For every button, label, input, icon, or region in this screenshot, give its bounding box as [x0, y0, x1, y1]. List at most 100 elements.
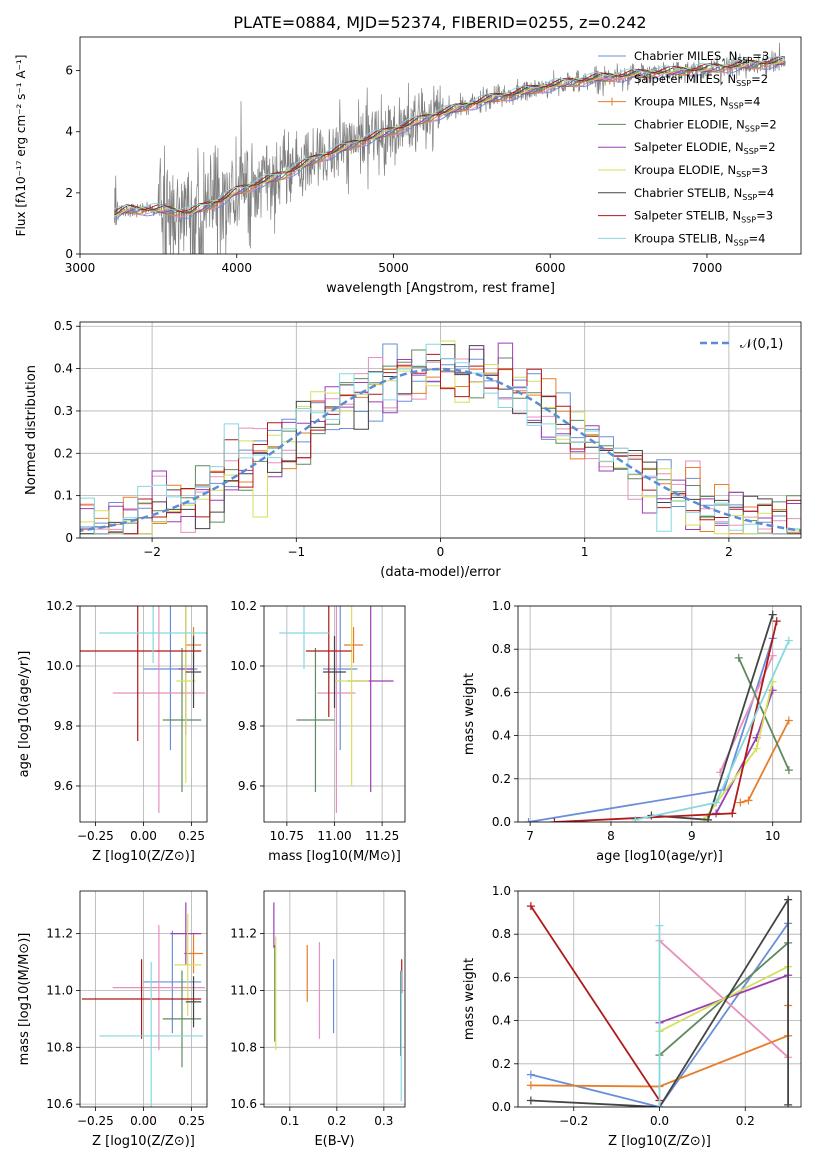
weight-marker [744, 796, 753, 805]
weight-marker [524, 818, 533, 822]
legend-subscript: SSP [741, 216, 756, 225]
y-tick-label: 10.0 [230, 659, 257, 673]
weight-marker [772, 617, 781, 626]
histograms [80, 340, 801, 535]
y-tick-label: 0.4 [492, 1014, 511, 1028]
legend-subscript: SSP [744, 147, 759, 156]
residuals-y-label: Normed distribution [24, 365, 39, 495]
weight-marker [752, 744, 761, 753]
axes-frame [263, 605, 406, 823]
x-tick-label: 7000 [692, 261, 723, 275]
residual-histogram [80, 343, 801, 535]
x-tick-label: 0.2 [327, 1114, 346, 1128]
y-tick-label: 10.2 [46, 599, 73, 613]
data-point [112, 925, 206, 1051]
weight-series [550, 617, 781, 822]
spectrum-legend: Chabrier MILES, NSSP=3 Salpeter MILES, NS… [598, 49, 777, 247]
x-tick-label: 5000 [378, 261, 409, 275]
weight_vs_age-y-label: mass weight [462, 673, 477, 755]
x-tick-label: −0.25 [77, 829, 114, 843]
weight-marker [784, 766, 793, 775]
y-tick-label: 0.0 [492, 1100, 511, 1114]
weight-marker [768, 610, 777, 619]
weight-line [530, 896, 789, 1107]
legend-value: =2 [760, 117, 777, 131]
weight-vs-metallicity-panel: −0.2 0.0 0.2 0.0 0.2 0.4 0.6 0.8 1.0 Z [log10(Z/Z… [462, 884, 802, 1149]
weight-marker [526, 1096, 535, 1105]
residuals-legend: 𝒩(0,1) [700, 337, 783, 352]
x-tick-label: 6000 [535, 261, 566, 275]
weight-marker [655, 921, 664, 930]
x-tick-label: 0.25 [178, 1114, 205, 1128]
weight-marker [526, 1070, 535, 1079]
figure-title: PLATE=0884, MJD=52374, FIBERID=0255, z=0… [233, 13, 646, 32]
data-point [185, 976, 202, 1028]
y-tick-label: 2 [65, 186, 73, 200]
x-tick-label: 8 [607, 829, 615, 843]
x-tick-label: 10 [765, 829, 780, 843]
data-point [170, 902, 202, 965]
residuals-x-label: (data-model)/error [380, 565, 501, 580]
weight-series [631, 636, 793, 822]
error-bars [81, 902, 206, 1107]
y-tick-label: 1.0 [492, 884, 511, 898]
weight-marker [768, 651, 777, 660]
spectrum-panel: 3000 4000 5000 6000 7000 0 2 4 6 wavelength [Angs… [14, 36, 802, 296]
data-point [143, 930, 202, 1034]
weight-line [530, 905, 661, 1101]
model-spectrum [114, 55, 786, 211]
mass_vs_ebv-x-label: E(B-V) [314, 1134, 354, 1149]
weight-series [736, 716, 793, 807]
y-tick-label: 0.8 [492, 642, 511, 656]
data-point [81, 959, 202, 1039]
model-spectrum [114, 60, 786, 215]
y-tick-label: 9.6 [54, 779, 73, 793]
model-spectrum [114, 59, 786, 216]
weight-marker [704, 815, 713, 822]
x-tick-label: 11.25 [365, 829, 399, 843]
data-point [99, 606, 207, 663]
legend-value: =4 [744, 95, 761, 109]
weight_vs_Z-x-label: Z [log10(Z/Z⊙)] [608, 1134, 711, 1149]
legend-value: =2 [759, 140, 776, 154]
data-point [279, 606, 329, 669]
legend-value: =3 [756, 209, 773, 223]
y-tick-label: 11.0 [46, 983, 73, 997]
weight-marker [526, 902, 535, 911]
legend-subscript: SSP [745, 124, 760, 133]
error-bars [279, 606, 394, 813]
x-tick-label: 0 [437, 545, 445, 559]
legend-value: =2 [751, 72, 768, 86]
y-tick-label: 0.3 [54, 404, 73, 418]
y-tick-label: 0.6 [492, 685, 511, 699]
x-tick-label: −0.2 [559, 1114, 588, 1128]
legend-value: =4 [757, 186, 774, 200]
y-tick-label: 10.8 [230, 1040, 257, 1054]
model-spectrum [114, 56, 786, 213]
x-tick-label: 0.00 [130, 1114, 157, 1128]
y-tick-label: 10.2 [230, 599, 257, 613]
weight-marker [728, 809, 737, 818]
legend-entry: 𝒩(0,1) [740, 337, 783, 352]
x-tick-label: 3000 [65, 261, 96, 275]
axes-frame [79, 321, 802, 539]
data-point [344, 627, 364, 663]
data-point [176, 606, 196, 783]
data-point [162, 648, 202, 792]
spectrum-y-label: Flux [fλ10⁻¹⁷ erg cm⁻² s⁻¹ A⁻¹] [14, 55, 28, 237]
legend-entry: Chabrier ELODIE, NSSP=2 [634, 117, 777, 133]
x-tick-label: 0.00 [130, 829, 157, 843]
data-point [112, 606, 206, 813]
x-tick-label: 0.1 [280, 1114, 299, 1128]
legend-value: =3 [752, 49, 769, 63]
weight-series [699, 677, 777, 822]
weight-marker [784, 636, 793, 645]
y-tick-label: 4 [65, 125, 73, 139]
weight_vs_Z-y-label: mass weight [462, 958, 477, 1040]
data-point [183, 933, 204, 974]
weight-marker [784, 1100, 793, 1107]
y-tick-label: 0.5 [54, 319, 73, 333]
legend-entry: Kroupa MILES, NSSP=4 [634, 95, 760, 111]
x-tick-label: 0.2 [736, 1114, 755, 1128]
